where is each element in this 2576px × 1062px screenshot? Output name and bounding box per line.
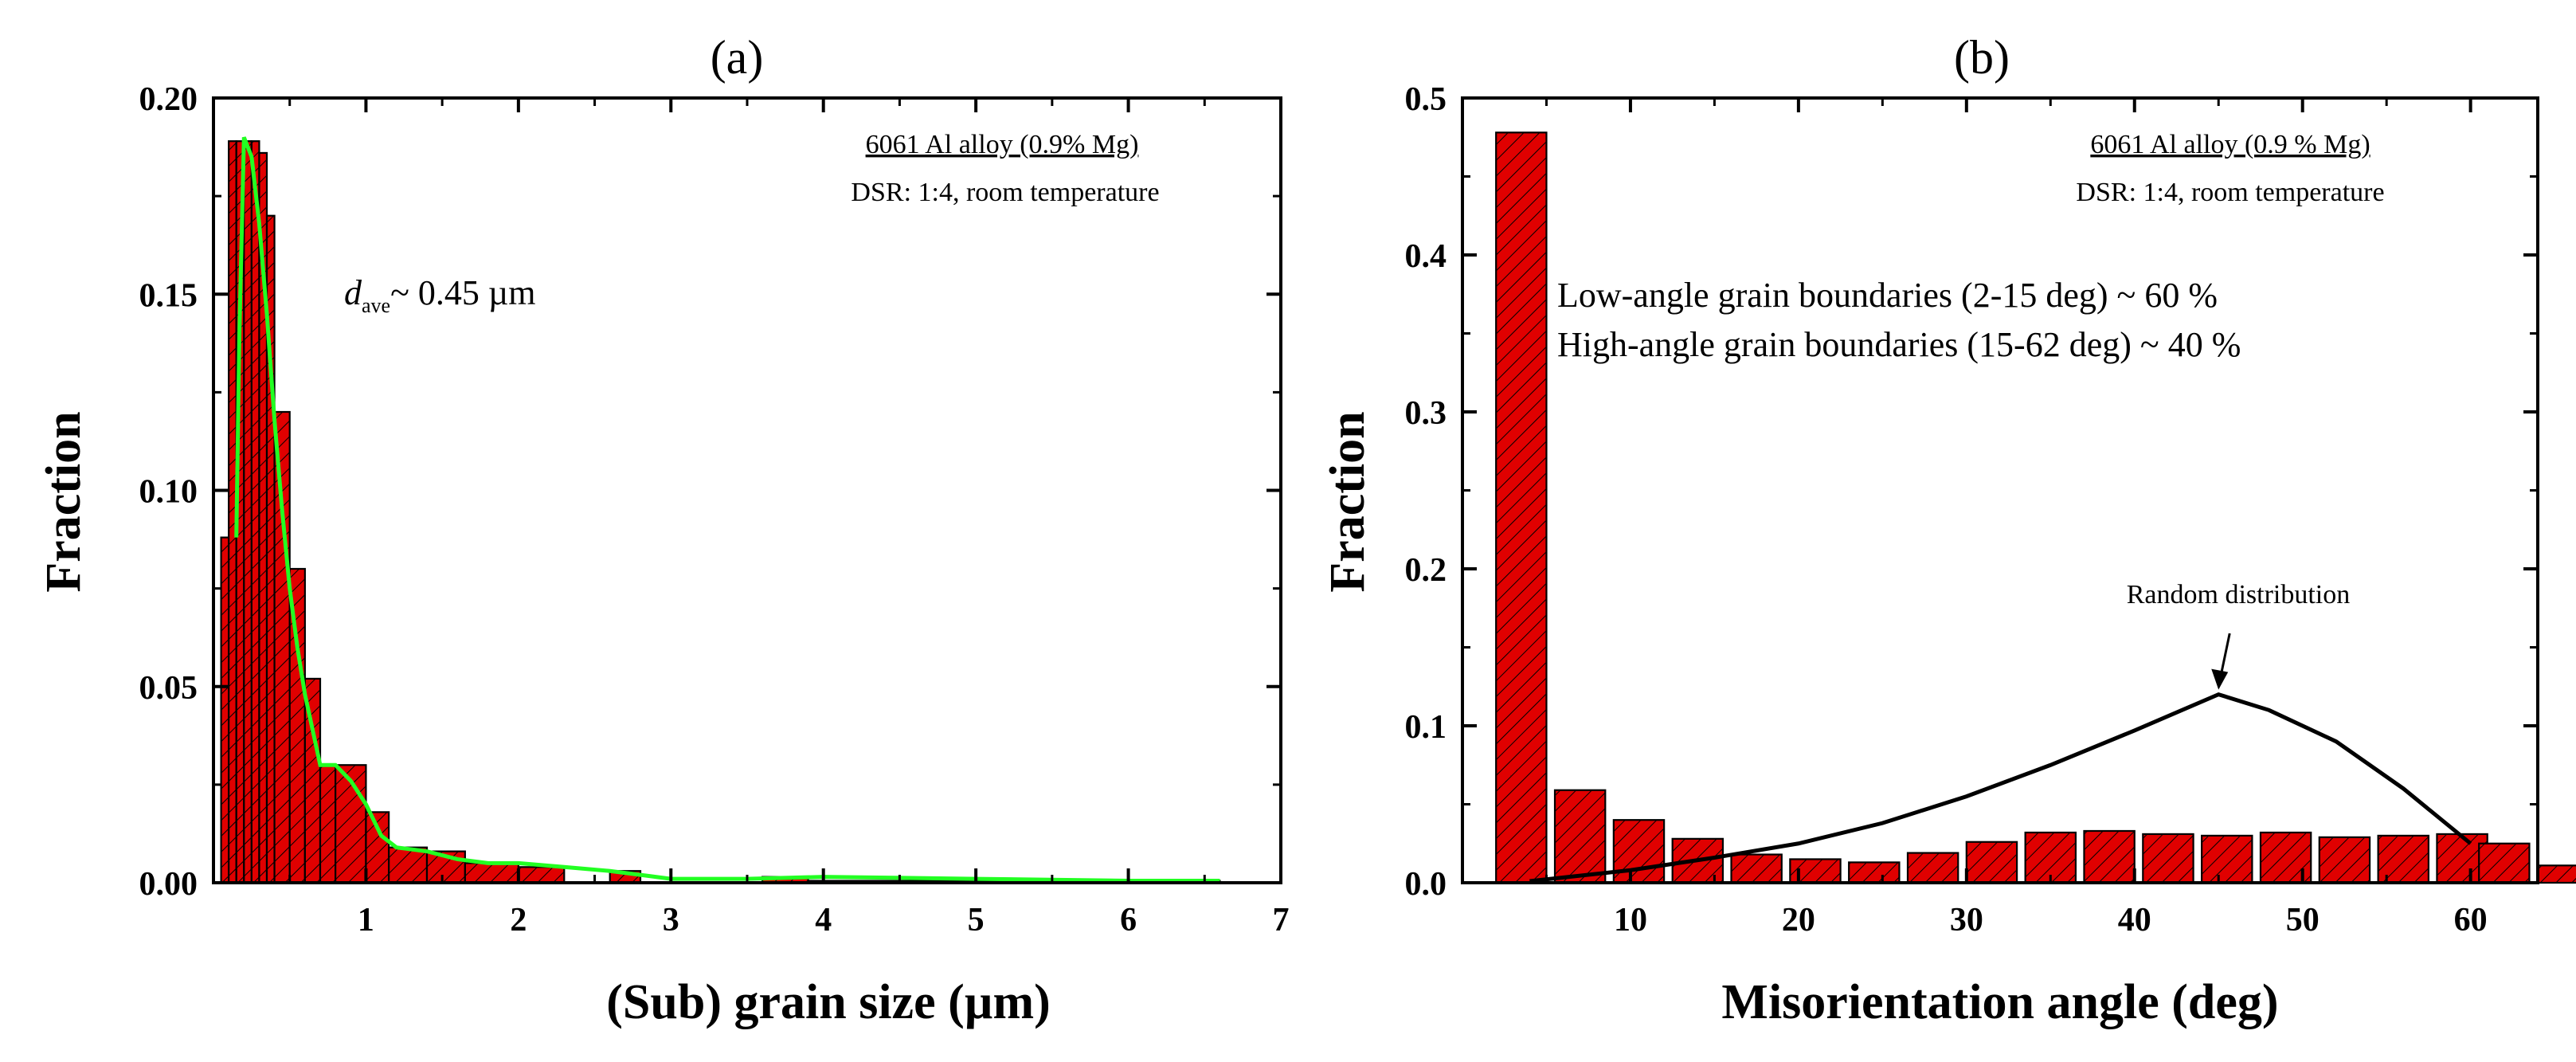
panel-a-x-tick-label: 6: [1120, 902, 1137, 939]
panel-b-bar: [2478, 842, 2531, 884]
panel-a-bar: [464, 862, 519, 884]
panel-b-random-distribution-curve: [1529, 692, 2472, 884]
panel-b-frame: [1461, 96, 2539, 884]
panel-b-bar: [1612, 819, 1666, 884]
panel-a-y-axis-title: Fraction: [37, 411, 91, 592]
panel-a-bar: [335, 764, 367, 884]
panel-a-bar: [243, 140, 253, 884]
panel-a-x-tick-label: 5: [968, 902, 985, 939]
panel-a-fit-line: [234, 136, 1220, 884]
panel-b-x-ticks: 10 20 30 40 50 60: [1544, 98, 2488, 939]
panel-b-label: (b): [1954, 31, 2010, 84]
panel-a-bar: [220, 536, 230, 884]
panel-a: (a) 0.00 0.05 0.10 0.15 0.20 1 2 3 4 5 6 7 (Sub) g…: [37, 31, 1290, 1029]
panel-a-label: (a): [711, 31, 764, 84]
panel-b-y-tick-label: 0.2: [1405, 552, 1447, 589]
panel-a-legend-note-line1: 6061 Al alloy (0.9% Mg): [866, 130, 1139, 159]
panel-b-arrow-line: [2219, 633, 2231, 676]
panel-b-y-tick-label: 0.5: [1405, 81, 1447, 118]
panel-b-bar: [1848, 861, 1901, 884]
panel-a-bar: [319, 764, 337, 884]
panel-b-bar: [1495, 131, 1548, 884]
panel-a-annotation-rest: ~ 0.45 µm: [390, 273, 535, 312]
panel-a-frame: [212, 96, 1282, 884]
panel-a-x-tick-label: 1: [358, 902, 374, 939]
panel-a-bar: [365, 811, 390, 884]
panel-b-arrow-head: [2211, 668, 2229, 690]
panel-b-arrow-label: Random distribution: [2127, 580, 2351, 609]
panel-a-x-tick-label: 4: [815, 902, 832, 939]
panel-b-bar: [1965, 841, 2018, 884]
panel-a-bar: [517, 866, 566, 884]
panel-a-x-ticks: 1 2 3 4 5 6 7: [288, 98, 1290, 939]
panel-b-x-tick-label: 20: [1782, 902, 1815, 939]
panel-a-x-tick-label: 7: [1273, 902, 1290, 939]
panel-a-y-tick-label: 0.15: [139, 277, 198, 314]
panel-b-legend-note-line2: DSR: 1:4, room temperature: [2076, 178, 2384, 207]
panel-b-y-axis-title: Fraction: [1321, 411, 1375, 592]
panel-b-y-ticks: 0.0 0.1 0.2 0.3 0.4 0.5: [1405, 81, 2538, 903]
panel-b: (b) 0.0 0.1 0.2 0.3 0.4 0.5 10 20 30 40 50 60 Miso…: [1321, 31, 2576, 1029]
panel-a-x-axis-title: (Sub) grain size (µm): [606, 975, 1051, 1029]
panel-b-y-tick-label: 0.0: [1405, 866, 1447, 903]
panel-b-bar: [2318, 836, 2371, 884]
panel-b-x-tick-label: 40: [2118, 902, 2151, 939]
panel-b-legend-note-line1: 6061 Al alloy (0.9 % Mg): [2090, 130, 2370, 159]
panel-a-y-tick-label: 0.05: [139, 670, 198, 707]
panel-b-bar: [2201, 834, 2253, 884]
panel-b-x-tick-label: 10: [1614, 902, 1647, 939]
panel-b-y-tick-label: 0.4: [1405, 238, 1447, 275]
panel-a-bar: [388, 846, 429, 884]
panel-a-x-tick-label: 3: [663, 902, 679, 939]
panel-a-annotation: dave~ 0.45 µm: [344, 273, 535, 317]
panel-a-x-tick-label: 2: [510, 902, 527, 939]
panel-b-x-axis-title: Misorientation angle (deg): [1721, 975, 2278, 1029]
panel-b-x-tick-label: 60: [2454, 902, 2488, 939]
panel-a-y-tick-label: 0.00: [139, 866, 198, 903]
panel-b-annotation-line1: Low-angle grain boundaries (2-15 deg) ~ …: [1557, 276, 2218, 315]
panel-a-y-ticks: 0.00 0.05 0.10 0.15 0.20: [139, 81, 1281, 903]
panel-b-bar: [2536, 864, 2576, 884]
panel-a-y-tick-label: 0.10: [139, 474, 198, 511]
panel-b-bar: [1906, 852, 1959, 884]
panel-b-x-tick-label: 30: [1950, 902, 1983, 939]
panel-a-legend-note-line2: DSR: 1:4, room temperature: [851, 178, 1159, 207]
panel-b-bar: [1553, 789, 1607, 884]
panel-a-bars: [220, 140, 1221, 884]
panel-b-x-tick-label: 50: [2286, 902, 2320, 939]
panel-b-y-tick-label: 0.3: [1405, 395, 1447, 432]
panel-a-bar: [273, 410, 291, 884]
panel-b-bar: [1730, 853, 1783, 884]
panel-a-annotation-main: d: [344, 273, 362, 312]
panel-b-bar: [2083, 829, 2136, 884]
panel-b-annotation-line2: High-angle grain boundaries (15-62 deg) …: [1557, 325, 2241, 364]
panel-a-annotation-sub: ave: [362, 294, 390, 317]
panel-b-bar: [2142, 833, 2194, 884]
panel-a-bar: [250, 140, 260, 884]
panel-b-y-tick-label: 0.1: [1405, 709, 1447, 746]
panel-a-y-tick-label: 0.20: [139, 81, 198, 118]
panel-b-bar: [2024, 831, 2077, 884]
